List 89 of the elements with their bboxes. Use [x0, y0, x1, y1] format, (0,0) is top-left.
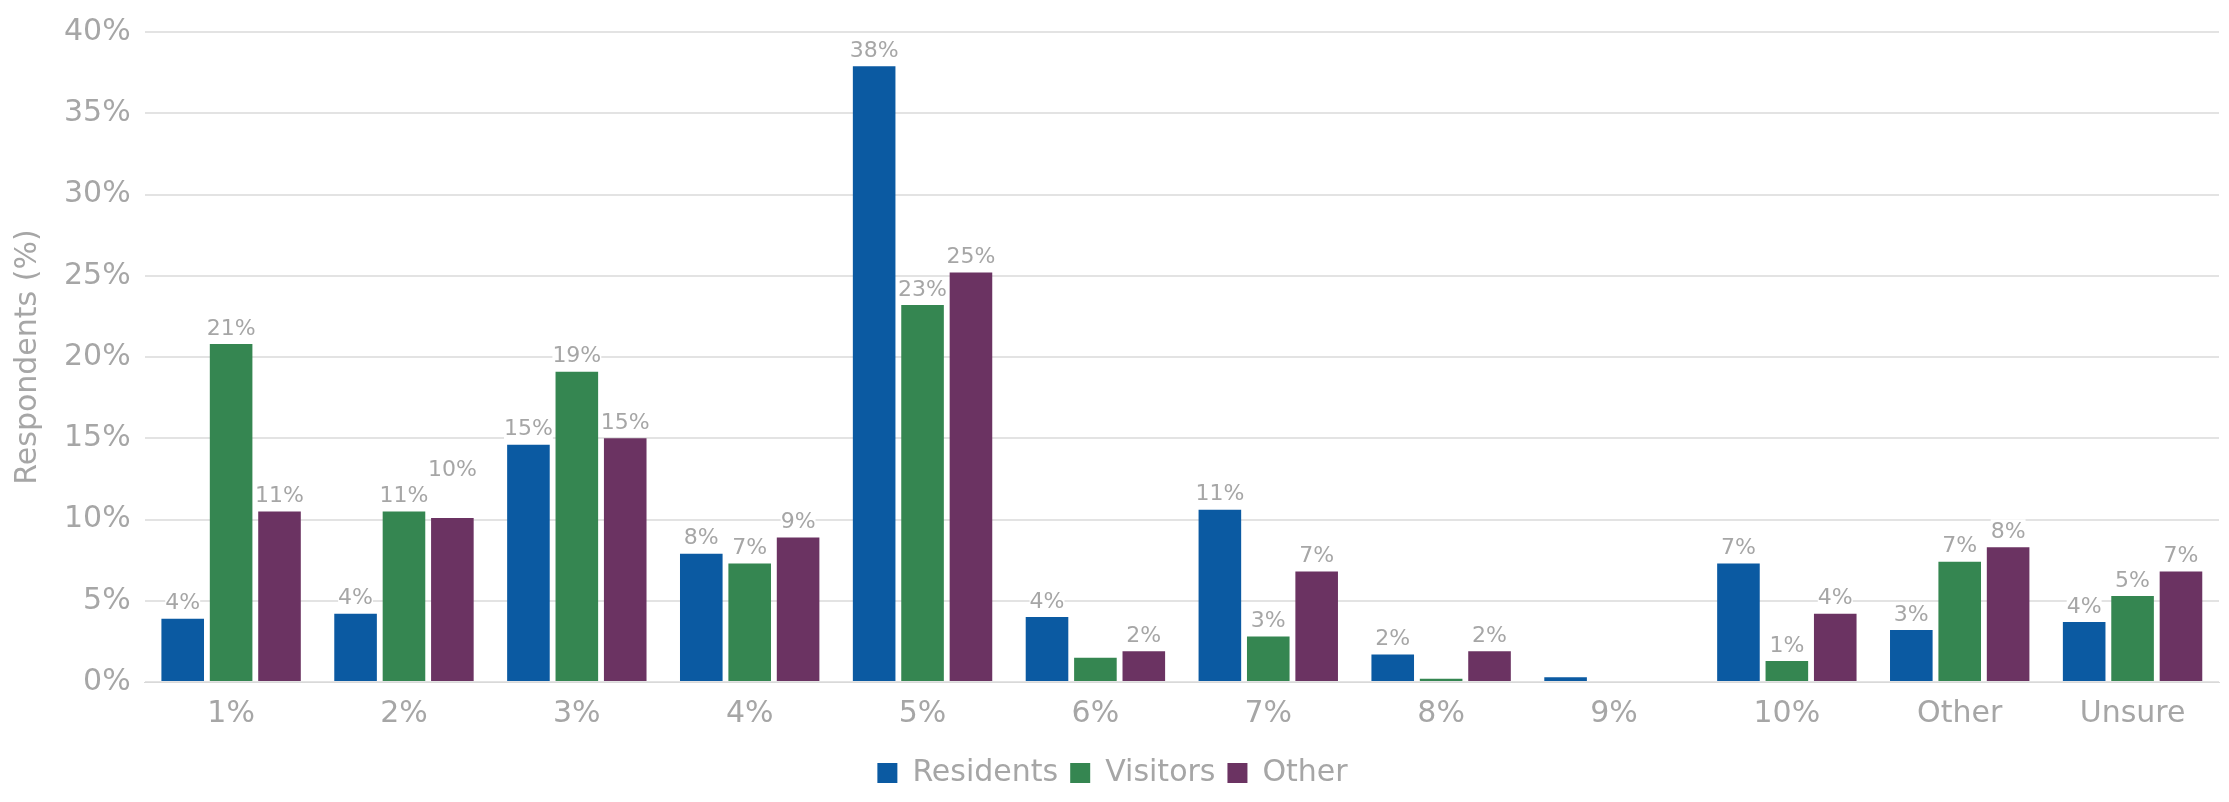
y-tick-label: 5% — [83, 580, 131, 616]
data-label: 4% — [1817, 584, 1853, 610]
bar — [852, 66, 896, 681]
bar — [1544, 677, 1587, 681]
y-tick-label: 30% — [63, 174, 131, 210]
data-label: 15% — [503, 415, 553, 441]
x-tick-label: 10% — [1753, 693, 1821, 729]
bar — [1122, 651, 1166, 681]
x-tick-label: 3% — [553, 693, 601, 729]
x-tick-label: 4% — [725, 693, 774, 729]
data-label: 7% — [1942, 532, 1978, 558]
data-label: 9% — [780, 508, 816, 534]
bar — [1717, 563, 1760, 681]
bar — [507, 444, 550, 681]
bar — [1813, 613, 1857, 681]
x-tick-label: 9% — [1590, 693, 1638, 729]
bar — [555, 371, 599, 681]
bar — [1025, 617, 1069, 681]
data-label: 3% — [1893, 600, 1929, 626]
data-label: 7% — [1721, 534, 1756, 560]
bar — [258, 511, 301, 681]
bar — [1890, 630, 1933, 681]
bar — [1938, 561, 1982, 681]
y-tick-label: 0% — [83, 661, 131, 697]
data-label: 2% — [1472, 621, 1507, 647]
bar — [1198, 509, 1242, 681]
data-label: 7% — [732, 534, 768, 560]
legend-label: Residents — [912, 752, 1059, 788]
data-label: 2% — [1126, 621, 1162, 647]
data-label: 21% — [206, 314, 256, 340]
data-label: 4% — [338, 584, 374, 610]
y-tick-label: 10% — [63, 499, 131, 535]
bar — [2062, 621, 2106, 681]
data-label: 25% — [946, 243, 996, 269]
legend-label: Visitors — [1105, 752, 1216, 788]
data-label: 19% — [552, 342, 602, 368]
y-tick-label: 20% — [63, 336, 131, 372]
bar — [1371, 654, 1415, 681]
x-tick-label: Other — [1917, 693, 2003, 729]
bar — [161, 618, 205, 681]
data-label: 4% — [165, 589, 201, 615]
y-tick-label: 40% — [63, 11, 131, 47]
x-tick-label: 2% — [380, 693, 428, 729]
data-label: 8% — [1990, 517, 2026, 543]
bar — [1246, 636, 1290, 681]
bar — [334, 613, 377, 681]
x-tick-label: Unsure — [2079, 693, 2186, 729]
data-label: 38% — [849, 36, 899, 62]
data-label: 8% — [683, 524, 719, 550]
bar — [2159, 571, 2203, 681]
bar — [382, 511, 426, 681]
data-label: 1% — [1769, 631, 1805, 657]
y-tick-label: 15% — [63, 418, 131, 454]
bar — [949, 272, 993, 681]
bar — [209, 344, 253, 681]
bar — [728, 563, 771, 681]
data-label: 4% — [2066, 592, 2102, 618]
bar — [1074, 657, 1117, 681]
bar — [603, 438, 647, 681]
y-tick-label: 25% — [63, 255, 131, 291]
x-tick-label: 5% — [898, 693, 947, 729]
data-label: 2% — [1375, 625, 1411, 651]
data-label: 23% — [898, 275, 947, 301]
data-label: 4% — [1029, 587, 1065, 613]
data-label: 7% — [1299, 542, 1335, 568]
data-label: 5% — [2115, 566, 2151, 592]
data-label: 7% — [2163, 542, 2199, 568]
bar — [1468, 651, 1511, 681]
bar — [679, 553, 723, 681]
bar — [2111, 595, 2154, 681]
legend-label: Other — [1262, 752, 1349, 788]
y-tick-label: 35% — [63, 93, 131, 129]
bar — [431, 517, 474, 681]
x-tick-label: 7% — [1244, 693, 1293, 729]
x-tick-label: 8% — [1417, 693, 1465, 729]
data-label: 3% — [1250, 607, 1286, 633]
bar — [776, 537, 820, 681]
data-label: 11% — [255, 482, 304, 508]
bar — [901, 305, 944, 681]
data-label: 10% — [427, 455, 477, 481]
data-label: 15% — [600, 408, 650, 434]
bar — [1765, 660, 1809, 681]
x-tick-label: 1% — [207, 693, 255, 729]
data-label: 11% — [1195, 480, 1245, 506]
bar — [1295, 571, 1338, 681]
bar — [1986, 547, 2030, 681]
data-label: 11% — [379, 482, 429, 508]
y-axis-title: Respondents (%) — [7, 229, 43, 485]
x-tick-label: 6% — [1071, 693, 1120, 729]
